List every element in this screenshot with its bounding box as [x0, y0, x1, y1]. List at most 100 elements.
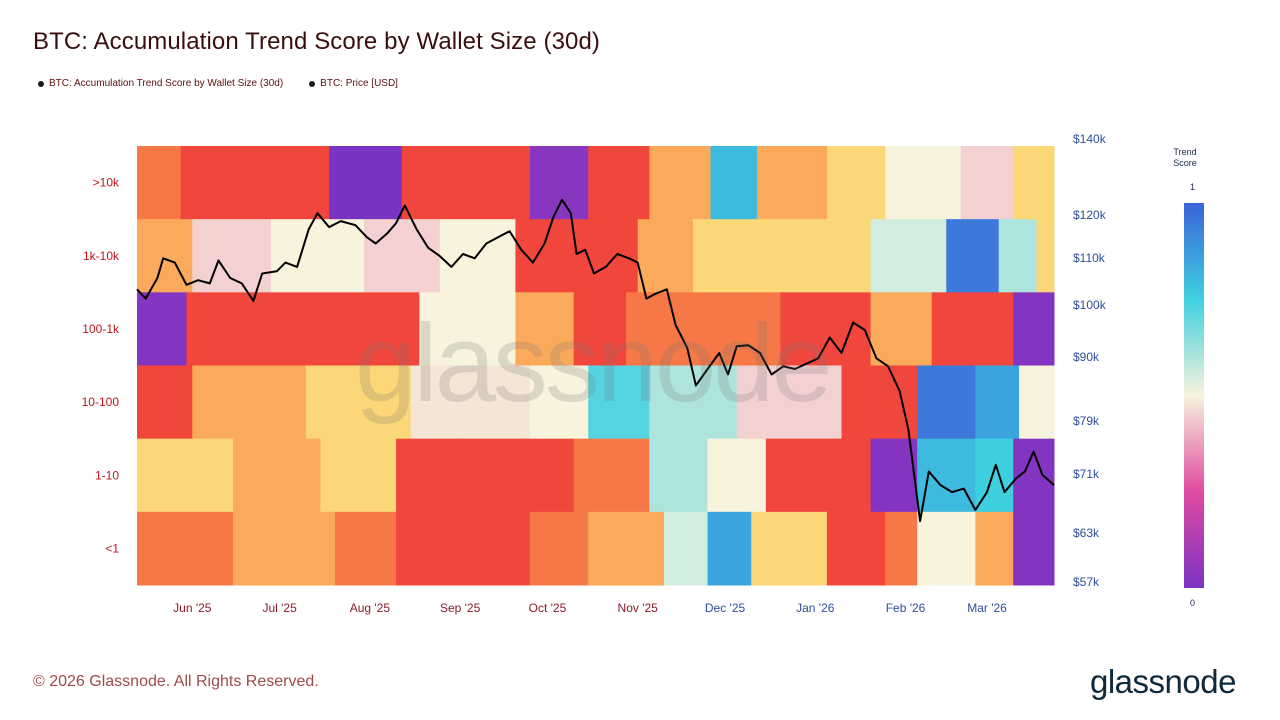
heatmap-cell	[137, 365, 193, 440]
heatmap-cell	[885, 146, 962, 220]
x-tick-label: Sep '25	[440, 601, 481, 615]
row-label: 1-10	[95, 468, 119, 482]
price-tick-label: $110k	[1073, 251, 1106, 265]
heatmap-cell	[573, 292, 627, 366]
heatmap-cell	[530, 365, 589, 440]
heatmap-cell	[192, 365, 307, 440]
legend: BTC: Accumulation Trend Score by Wallet …	[38, 78, 398, 89]
heatmap-cell	[975, 365, 1020, 440]
legend-label: BTC: Price [USD]	[320, 78, 398, 89]
heatmap-cell	[649, 146, 711, 220]
heatmap-cell	[401, 146, 461, 220]
x-tick-label: Feb '26	[886, 601, 926, 615]
heatmap-cell	[320, 438, 397, 513]
heatmap-cell	[998, 219, 1038, 293]
heatmap-cell	[515, 292, 575, 366]
heatmap-cell	[460, 438, 522, 513]
price-tick-label: $57k	[1073, 575, 1100, 589]
heatmap-cell	[649, 438, 709, 513]
heatmap-cell	[171, 511, 234, 586]
heatmap-cell	[396, 438, 461, 513]
heatmap-cell	[885, 511, 918, 586]
price-line	[136, 198, 1055, 523]
price-tick-label: $71k	[1073, 467, 1100, 481]
heatmap-cell	[305, 365, 412, 440]
heatmap-cell	[270, 292, 321, 366]
heatmap-cell	[757, 146, 828, 220]
heatmap-cell	[637, 219, 694, 293]
colorbar-min-label: 0	[1190, 598, 1196, 608]
heatmap-cell	[765, 438, 872, 513]
heatmap-cell	[707, 511, 752, 586]
chart-title: BTC: Accumulation Trend Score by Wallet …	[33, 28, 601, 55]
heatmap-cell	[1013, 511, 1055, 586]
heatmap-cell	[515, 219, 575, 293]
legend-dot-icon	[38, 80, 44, 87]
x-tick-label: Jan '26	[796, 601, 835, 615]
heatmap-cell	[334, 511, 397, 586]
heatmap-cell	[1019, 365, 1055, 440]
heatmap-cell	[396, 511, 461, 586]
x-tick-label: Jun '25	[173, 601, 212, 615]
heatmap-cell	[663, 511, 709, 586]
legend-item-trend-score[interactable]: BTC: Accumulation Trend Score by Wallet …	[38, 78, 283, 89]
x-tick-label: Mar '26	[967, 601, 1007, 615]
heatmap-cell	[931, 292, 1014, 366]
heatmap-bands	[137, 146, 1055, 586]
heatmap-cell	[1013, 146, 1055, 220]
heatmap-cell	[419, 292, 516, 366]
heatmap-cell	[460, 146, 531, 220]
heatmap-cell	[521, 438, 575, 513]
heatmap-cell	[1036, 219, 1055, 293]
row-label: <1	[105, 541, 119, 555]
glassnode-logo: glassnode	[1090, 663, 1236, 700]
legend-item-price[interactable]: BTC: Price [USD]	[309, 78, 398, 89]
legend-label: BTC: Accumulation Trend Score by Wallet …	[49, 78, 284, 89]
heatmap-cell	[736, 365, 842, 440]
heatmap-cell	[530, 511, 589, 586]
price-tick-label: $100k	[1073, 298, 1107, 312]
heatmap-cell	[870, 438, 918, 513]
heatmap-cell	[137, 438, 234, 513]
heatmap-cell	[1013, 292, 1055, 366]
heatmap-cell	[530, 146, 589, 220]
heatmap-cell	[751, 511, 828, 586]
row-label: >10k	[93, 176, 120, 190]
heatmap-cell	[180, 146, 225, 220]
heatmap-cell	[946, 219, 1000, 293]
colorbar-max-label: 1	[1190, 182, 1196, 192]
price-tick-label: $90k	[1073, 350, 1100, 364]
heatmap-cell	[329, 146, 403, 220]
heatmap-cell	[917, 365, 976, 440]
heatmap-cell	[320, 292, 420, 366]
heatmap-cell	[588, 146, 650, 220]
row-label: 10-100	[82, 395, 120, 409]
heatmap-cell	[192, 219, 272, 293]
x-tick-label: Oct '25	[529, 601, 567, 615]
heatmap-cell	[870, 292, 933, 366]
heatmap-cell	[780, 219, 872, 293]
heatmap-cell	[410, 365, 531, 440]
row-label: 1k-10k	[83, 249, 120, 263]
heatmap-cell	[233, 511, 336, 586]
heatmap-cell	[573, 438, 650, 513]
heatmap-cell	[698, 292, 781, 366]
heatmap-cell	[841, 365, 918, 440]
heatmap-cell	[826, 511, 886, 586]
heatmap-cell	[917, 511, 976, 586]
price-tick-label: $63k	[1073, 526, 1100, 540]
price-axis-ticks: $140k $120k $110k $100k $90k $79k $71k $63k $57k	[1073, 132, 1107, 589]
heatmap-cell	[439, 219, 516, 293]
x-tick-label: Jul '25	[262, 601, 297, 615]
x-axis-ticks: Jun '25 Jul '25 Aug '25 Sep '25 Oct '25 Nov '…	[173, 601, 1007, 615]
heatmap-cell	[870, 219, 947, 293]
heatmap-cell	[270, 219, 365, 293]
colorbar-title: Trend Score	[1173, 147, 1197, 168]
colorbar	[1184, 203, 1204, 588]
row-labels: >10k 1k-10k 100-1k 10-100 1-10 <1	[82, 176, 120, 556]
heatmap-cell	[233, 438, 321, 513]
heatmap-cell	[224, 146, 330, 220]
heatmap-cell	[780, 292, 872, 366]
price-tick-label: $79k	[1073, 414, 1100, 428]
